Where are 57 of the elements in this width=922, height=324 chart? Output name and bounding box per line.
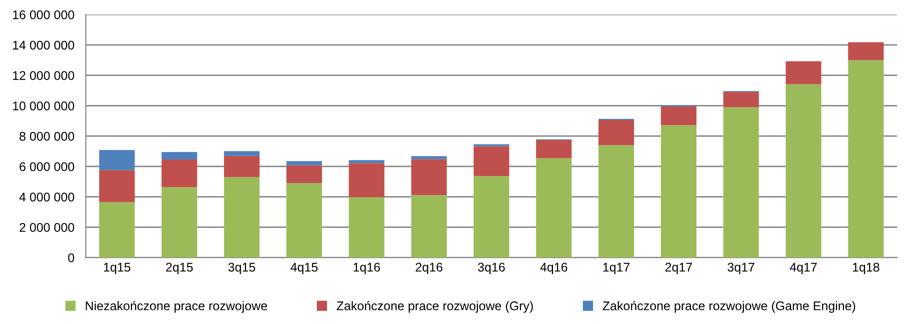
bar [786,61,822,84]
bar [411,156,447,160]
bar [598,145,634,258]
bar [286,161,322,166]
bar [723,107,759,258]
x-tick-label: 4q15 [290,262,318,274]
y-tick-label: 2 000 000 [20,223,74,232]
x-tick-label: 4q16 [540,262,568,274]
y-tick-label: 0 [68,253,74,262]
x-tick-label: 1q15 [104,262,130,274]
x-tick-label: 2q17 [665,262,692,274]
legend-label: Niezakończone prace rozwojowe [86,300,268,313]
y-tick-label: 16 000 000 [13,10,74,20]
bar [723,92,759,108]
bar [224,177,260,258]
x-tick-label: 1q16 [354,262,380,274]
legend-label: Zakończone prace rozwojowe (Game Engine) [602,300,856,313]
y-tick-label: 8 000 000 [20,132,74,141]
x-tick-label: 3q16 [478,262,505,274]
bar [348,160,384,164]
bar [848,42,884,60]
y-tick-label: 10 000 000 [13,102,74,110]
x-tick-label: 3q17 [728,262,754,274]
x-tick-label: 1q17 [603,262,630,274]
bar [660,125,696,258]
bar [162,152,198,160]
legend-label: Zakończone prace rozwojowe (Gry) [336,300,533,313]
x-tick-label: 4q17 [790,262,817,274]
x-tick-label: 2q15 [166,262,193,274]
bar [660,106,696,126]
bar [348,163,384,198]
bar [286,165,322,184]
bar [286,183,322,258]
bar [99,150,135,170]
bar [474,146,510,176]
bar [348,197,384,258]
x-tick-label: 3q15 [228,262,256,274]
bar [474,176,510,258]
y-tick-label: 4 000 000 [19,192,74,202]
bar [411,159,447,196]
bar [848,60,884,258]
bar [536,140,572,158]
bar [411,195,447,258]
y-tick-label: 6 000 000 [20,162,74,172]
bar [99,170,135,202]
x-tick-label: 2q16 [416,262,442,274]
bar [162,159,198,188]
bar [598,120,634,146]
bar [224,156,260,178]
bar [224,151,260,156]
bar [99,202,135,258]
x-tick-label: 1q18 [852,262,880,274]
bar [786,84,822,258]
y-tick-label: 14 000 000 [13,40,74,50]
y-tick-label: 12 000 000 [13,71,74,80]
bar [536,158,572,258]
bar [162,187,198,258]
